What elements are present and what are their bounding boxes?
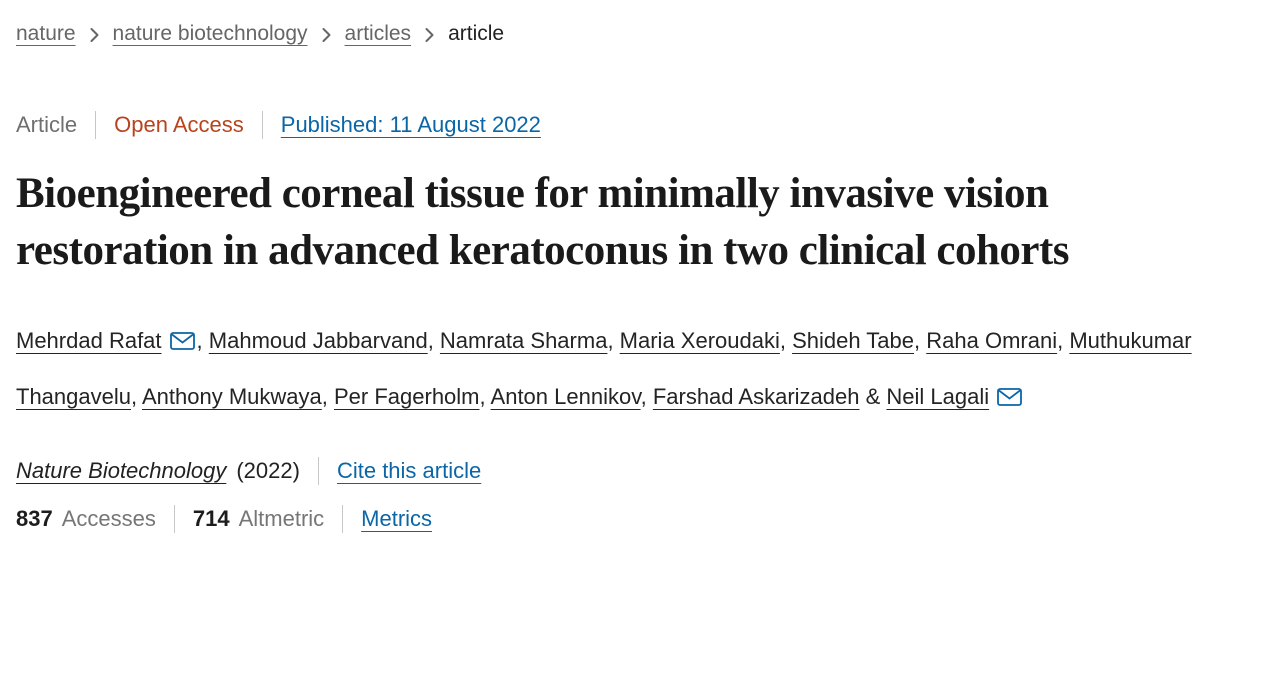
breadcrumb-link-nature[interactable]: nature: [16, 22, 76, 45]
vertical-separator: [95, 111, 97, 139]
email-envelope-icon[interactable]: [169, 316, 195, 370]
accesses-label: Accesses: [61, 505, 156, 531]
breadcrumb: nature nature biotechnology articles art…: [16, 20, 1272, 48]
author-link[interactable]: Neil Lagali: [886, 383, 990, 409]
author-link[interactable]: Muthukumar Thangavelu: [16, 327, 1192, 409]
breadcrumb-link-nature-biotechnology[interactable]: nature biotechnology: [112, 22, 308, 45]
article-type-label: Article: [16, 112, 78, 137]
chevron-right-icon: [424, 25, 435, 43]
author-link[interactable]: Shideh Tabe: [792, 327, 915, 353]
article-header-page: nature nature biotechnology articles art…: [16, 20, 1272, 534]
vertical-separator: [261, 111, 263, 139]
author-link[interactable]: Mahmoud Jabbarvand: [208, 327, 428, 353]
metrics-link[interactable]: Metrics: [361, 505, 433, 531]
author-separator: ,: [640, 383, 653, 409]
open-access-label: Open Access: [114, 112, 244, 137]
vertical-separator: [342, 504, 344, 533]
journal-link[interactable]: Nature Biotechnology: [16, 457, 227, 483]
chevron-right-icon: [89, 25, 100, 43]
author-separator: ,: [479, 383, 491, 409]
altmetric-label: Altmetric: [238, 505, 325, 531]
journal-year: (2022): [236, 457, 300, 483]
journal-line: Nature Biotechnology (2022) Cite this ar…: [16, 456, 1272, 486]
vertical-separator: [173, 504, 175, 533]
author-separator: ,: [607, 327, 620, 353]
author-link[interactable]: Per Fagerholm: [334, 383, 480, 409]
author-separator: ,: [196, 327, 209, 353]
metrics-bar: 837 Accesses 714 Altmetric Metrics: [16, 504, 1272, 534]
author-conjunction: &: [859, 383, 887, 409]
author-link[interactable]: Maria Xeroudaki: [619, 327, 780, 353]
email-envelope-icon[interactable]: [997, 372, 1023, 426]
author-separator: ,: [914, 327, 927, 353]
cite-article-link[interactable]: Cite this article: [336, 457, 482, 483]
article-title: Bioengineered corneal tissue for minimal…: [16, 170, 1070, 274]
breadcrumb-current-article: article: [448, 22, 505, 45]
author-link[interactable]: Mehrdad Rafat: [16, 327, 162, 353]
author-separator: ,: [427, 327, 440, 353]
chevron-right-icon: [321, 25, 332, 43]
breadcrumb-link-articles[interactable]: articles: [344, 22, 412, 45]
author-separator: ,: [1057, 327, 1070, 353]
author-list: Mehrdad Rafat, Mahmoud Jabbarvand, Namra…: [16, 314, 1272, 426]
author-link[interactable]: Farshad Askarizadeh: [652, 383, 860, 409]
accesses-count: 837: [16, 505, 53, 531]
article-meta-row: Article Open Access Published: 11 August…: [16, 110, 1272, 140]
published-date-link[interactable]: Published: 11 August 2022: [280, 112, 541, 137]
altmetric-count: 714: [192, 505, 230, 531]
author-separator: ,: [779, 327, 793, 353]
author-separator: ,: [130, 383, 142, 409]
vertical-separator: [317, 456, 319, 485]
author-link[interactable]: Anthony Mukwaya: [142, 383, 322, 409]
author-link[interactable]: Namrata Sharma: [439, 327, 608, 353]
author-link[interactable]: Raha Omrani: [926, 327, 1058, 353]
author-link[interactable]: Anton Lennikov: [490, 383, 641, 409]
author-separator: ,: [321, 383, 334, 409]
